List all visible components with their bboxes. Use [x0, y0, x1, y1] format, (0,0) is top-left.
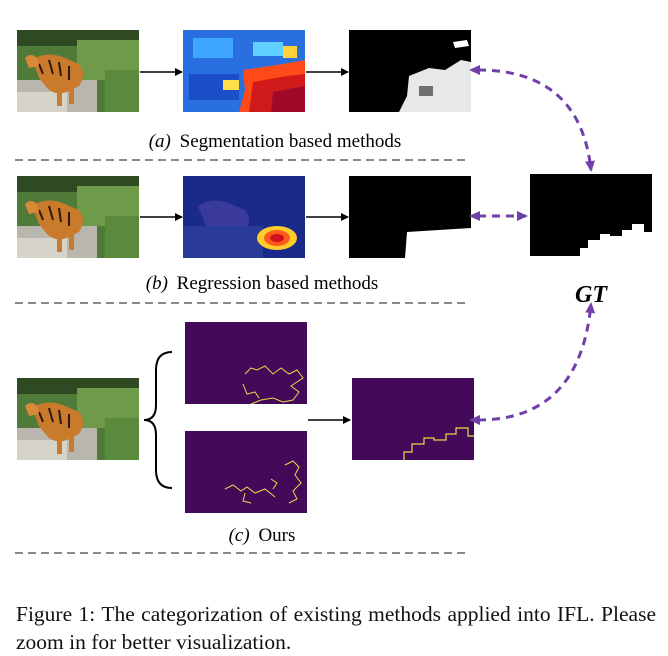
row-a-mask	[349, 30, 471, 112]
row-b-label: Regression based methods	[177, 273, 379, 294]
row-a-heatmap	[183, 30, 305, 112]
row-c-edge-map-2	[184, 430, 308, 514]
row-c-marker: (c)	[229, 525, 250, 546]
row-a-label: Segmentation based methods	[180, 131, 402, 152]
figure-diagram: (a) Segmentation based methods (b) Regre…	[15, 29, 652, 554]
brace	[143, 351, 173, 489]
row-a-marker: (a)	[149, 131, 171, 152]
gt-label: GT	[575, 282, 608, 308]
row-b-marker: (b)	[146, 273, 168, 294]
row-c-output-edge	[351, 377, 475, 461]
figure-caption-label: Figure 1:	[16, 601, 96, 626]
row-a-caption: (a) Segmentation based methods	[149, 131, 402, 152]
figure-caption: Figure 1: The categorization of existing…	[16, 600, 656, 656]
gt-arrow-a	[469, 65, 595, 172]
row-a-input-image	[16, 29, 140, 113]
row-c-edge-map-1	[184, 321, 308, 405]
row-c-label: Ours	[258, 525, 295, 546]
gt-mask	[530, 174, 652, 256]
figure-caption-text: The categorization of existing methods a…	[16, 601, 656, 654]
row-b-input-image	[16, 175, 140, 259]
row-c-input-image	[16, 377, 140, 461]
row-b-caption: (b) Regression based methods	[146, 273, 378, 294]
row-c-caption: (c) Ours	[229, 525, 296, 546]
gt-arrow-c	[469, 302, 596, 425]
row-b-regression-overlay	[183, 176, 305, 258]
row-b-mask	[349, 176, 471, 258]
